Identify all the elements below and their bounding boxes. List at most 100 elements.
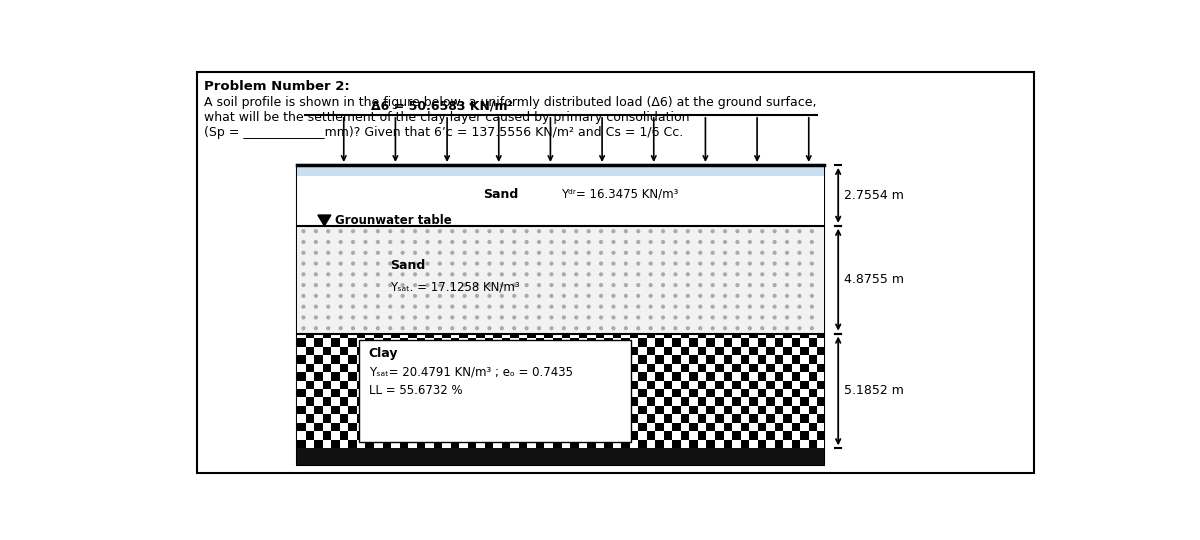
Circle shape [526,252,528,254]
Circle shape [451,316,454,319]
Text: A soil profile is shown in the figure below, a uniformly distributed load (Δ6) a: A soil profile is shown in the figure be… [204,96,817,109]
Circle shape [550,294,553,298]
Bar [442,381,451,389]
Circle shape [550,273,553,276]
Circle shape [526,305,528,308]
Bar [536,338,545,347]
Circle shape [637,327,640,329]
Circle shape [426,316,428,319]
Bar [460,363,468,372]
Bar [323,381,331,389]
Circle shape [624,252,628,254]
Circle shape [810,273,814,276]
Bar [416,355,425,363]
Circle shape [612,252,614,254]
Circle shape [649,305,652,308]
Circle shape [624,327,628,329]
Bar [570,389,578,397]
Circle shape [749,273,751,276]
Bar [622,355,630,363]
Circle shape [810,327,814,329]
Circle shape [773,305,776,308]
Bar [298,165,824,465]
Circle shape [686,316,689,319]
Circle shape [637,284,640,287]
Circle shape [674,273,677,276]
Bar [757,423,766,431]
Circle shape [773,230,776,233]
Bar [314,423,323,431]
Bar [356,397,366,406]
Bar [374,381,383,389]
Bar [366,389,374,397]
Circle shape [389,284,391,287]
Bar [792,355,800,363]
Circle shape [674,230,677,233]
Bar [757,355,766,363]
Circle shape [587,230,590,233]
Bar [570,406,578,414]
Circle shape [488,262,491,265]
Circle shape [736,252,739,254]
Bar [800,414,809,423]
Bar [323,363,331,372]
Text: 4.8755 m: 4.8755 m [845,273,905,286]
Circle shape [475,241,479,244]
Text: Yᵈʳ= 16.3475 KN/m³: Yᵈʳ= 16.3475 KN/m³ [560,188,678,201]
Bar [374,334,383,338]
Bar [468,423,476,431]
Bar [724,338,732,347]
Circle shape [563,284,565,287]
Circle shape [587,241,590,244]
Bar [391,381,400,389]
Bar [784,414,792,423]
Circle shape [526,230,528,233]
Circle shape [451,305,454,308]
Circle shape [587,305,590,308]
Bar [680,363,689,372]
Bar [383,423,391,431]
Bar [306,397,314,406]
Circle shape [326,241,330,244]
Bar [775,372,784,381]
Circle shape [364,294,367,298]
Circle shape [798,241,800,244]
Bar [715,397,724,406]
Bar [314,389,323,397]
Circle shape [674,327,677,329]
Bar [348,423,356,431]
Bar [655,372,664,381]
Circle shape [600,305,602,308]
Circle shape [526,327,528,329]
Bar [604,355,613,363]
Circle shape [624,294,628,298]
Circle shape [463,327,466,329]
Circle shape [612,273,614,276]
Circle shape [314,230,317,233]
Bar [792,423,800,431]
Circle shape [340,241,342,244]
Circle shape [488,241,491,244]
Circle shape [414,284,416,287]
Circle shape [377,305,379,308]
Circle shape [661,241,665,244]
Circle shape [637,316,640,319]
Circle shape [686,252,689,254]
Circle shape [340,230,342,233]
Bar [485,440,493,448]
Circle shape [512,241,516,244]
Circle shape [463,284,466,287]
Circle shape [661,316,665,319]
Bar [647,347,655,355]
Circle shape [637,241,640,244]
Circle shape [550,327,553,329]
Bar [784,397,792,406]
Circle shape [810,284,814,287]
Bar [536,372,545,381]
Circle shape [649,284,652,287]
Bar [502,338,510,347]
Bar [595,431,604,440]
Circle shape [786,252,788,254]
Bar [672,440,680,448]
Bar [518,406,528,414]
